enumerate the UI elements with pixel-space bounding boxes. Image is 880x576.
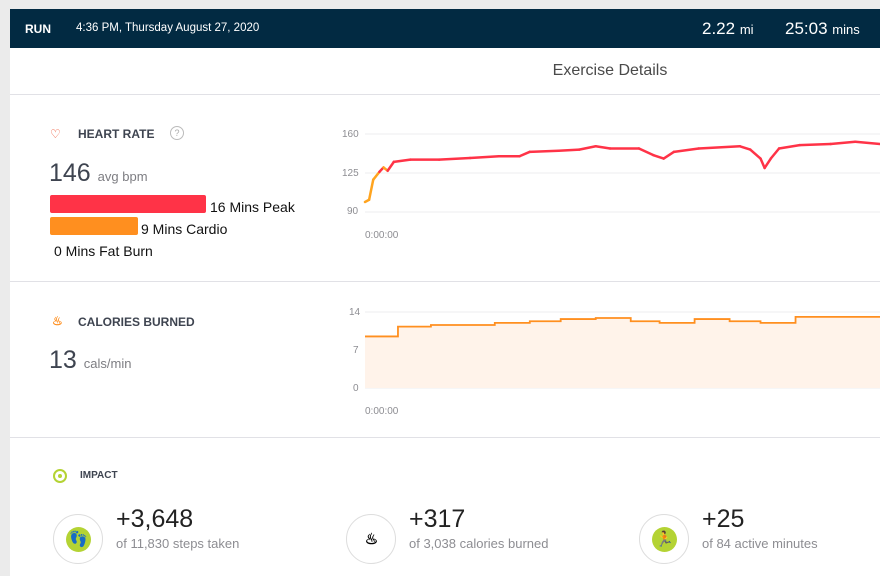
hr-ytick: 90 xyxy=(347,206,359,217)
hr-xtick: 0:00:00 xyxy=(365,230,399,241)
divider xyxy=(10,437,880,438)
steps-value: +3,648 xyxy=(116,505,194,533)
calories-impact-value: +317 xyxy=(409,505,466,533)
hr-line-segment xyxy=(528,149,560,154)
hr-line-segment xyxy=(777,143,801,150)
distance-unit: mi xyxy=(739,22,754,37)
hr-line-segment xyxy=(697,145,742,150)
heart-icon: ♡ xyxy=(50,127,61,141)
activity-datetime: 4:36 PM, Thursday August 27, 2020 xyxy=(76,22,260,34)
cal-area xyxy=(365,316,880,388)
hr-line-segment xyxy=(371,170,381,181)
cal-line xyxy=(365,315,880,338)
hr-line-segment xyxy=(672,147,700,154)
hr-line-segment xyxy=(367,178,375,201)
calories-value: 13 xyxy=(49,346,77,374)
active-minutes-value: +25 xyxy=(702,505,745,533)
cal-ytick: 14 xyxy=(349,307,361,318)
steps-sub: of 11,830 steps taken xyxy=(116,536,240,551)
hr-line-segment xyxy=(577,145,597,151)
hr-ytick: 160 xyxy=(342,129,359,140)
cardio-zone-bar xyxy=(50,217,138,235)
hr-line-segment xyxy=(557,148,581,152)
exercise-header: RUN 4:36 PM, Thursday August 27, 2020 2.… xyxy=(10,9,880,48)
divider xyxy=(10,94,880,95)
active-minutes-sub: of 84 active minutes xyxy=(702,536,818,551)
hr-line-segment xyxy=(386,160,396,173)
avg-heart-rate: 146 avg bpm xyxy=(49,159,148,188)
hr-line-segment xyxy=(518,150,532,158)
hr-line-segment xyxy=(594,145,612,150)
cal-ytick: 7 xyxy=(353,345,359,356)
cal-ytick: 0 xyxy=(353,383,359,394)
hr-line-segment xyxy=(637,147,655,157)
impact-icon xyxy=(53,469,67,483)
hr-line-segment xyxy=(763,157,773,170)
hr-line-segment xyxy=(854,140,880,146)
divider xyxy=(10,281,880,282)
peak-zone-label: 16 Mins Peak xyxy=(210,199,295,215)
heart-rate-label: HEART RATE xyxy=(78,127,155,141)
footsteps-icon: 👣 xyxy=(53,514,103,564)
duration-unit: mins xyxy=(832,22,860,37)
hr-line-segment xyxy=(798,142,832,147)
hr-line-segment xyxy=(829,140,857,146)
hr-line-segment xyxy=(437,156,472,161)
peak-zone-bar xyxy=(50,195,206,213)
hr-line-segment xyxy=(392,158,412,164)
activity-type: RUN xyxy=(25,22,51,36)
page-title: Exercise Details xyxy=(552,62,668,79)
cardio-zone-label: 9 Mins Cardio xyxy=(141,221,228,237)
exercise-page: RUN 4:36 PM, Thursday August 27, 2020 2.… xyxy=(10,9,880,576)
runner-icon: 🏃 xyxy=(639,514,689,564)
avg-bpm-unit: avg bpm xyxy=(97,169,148,184)
calories-rate: 13 cals/min xyxy=(49,346,131,375)
fatburn-zone-label: 0 Mins Fat Burn xyxy=(54,243,153,259)
avg-bpm-value: 146 xyxy=(49,159,91,187)
calories-label: CALORIES BURNED xyxy=(78,315,195,329)
duration: 25:03 mins xyxy=(785,19,860,39)
hr-line-segment xyxy=(652,153,665,160)
help-icon[interactable]: ? xyxy=(170,126,184,140)
impact-label: IMPACT xyxy=(80,470,118,481)
hr-line-segment xyxy=(769,147,781,160)
hr-line-segment xyxy=(662,150,676,160)
hr-line-segment xyxy=(759,157,766,170)
distance-value: 2.22 xyxy=(702,19,736,38)
distance: 2.22 mi xyxy=(702,19,754,39)
hr-line-segment xyxy=(468,155,501,160)
cal-xtick: 0:00:00 xyxy=(365,406,399,417)
flame-icon: ♨ xyxy=(52,314,63,328)
hr-ytick: 125 xyxy=(342,168,359,179)
hr-line-segment xyxy=(748,148,762,160)
duration-value: 25:03 xyxy=(785,19,828,38)
calories-unit: cals/min xyxy=(83,356,132,371)
flame-icon: ♨ xyxy=(346,514,396,564)
calories-impact-sub: of 3,038 calories burned xyxy=(409,536,549,551)
hr-line-segment xyxy=(738,145,752,151)
